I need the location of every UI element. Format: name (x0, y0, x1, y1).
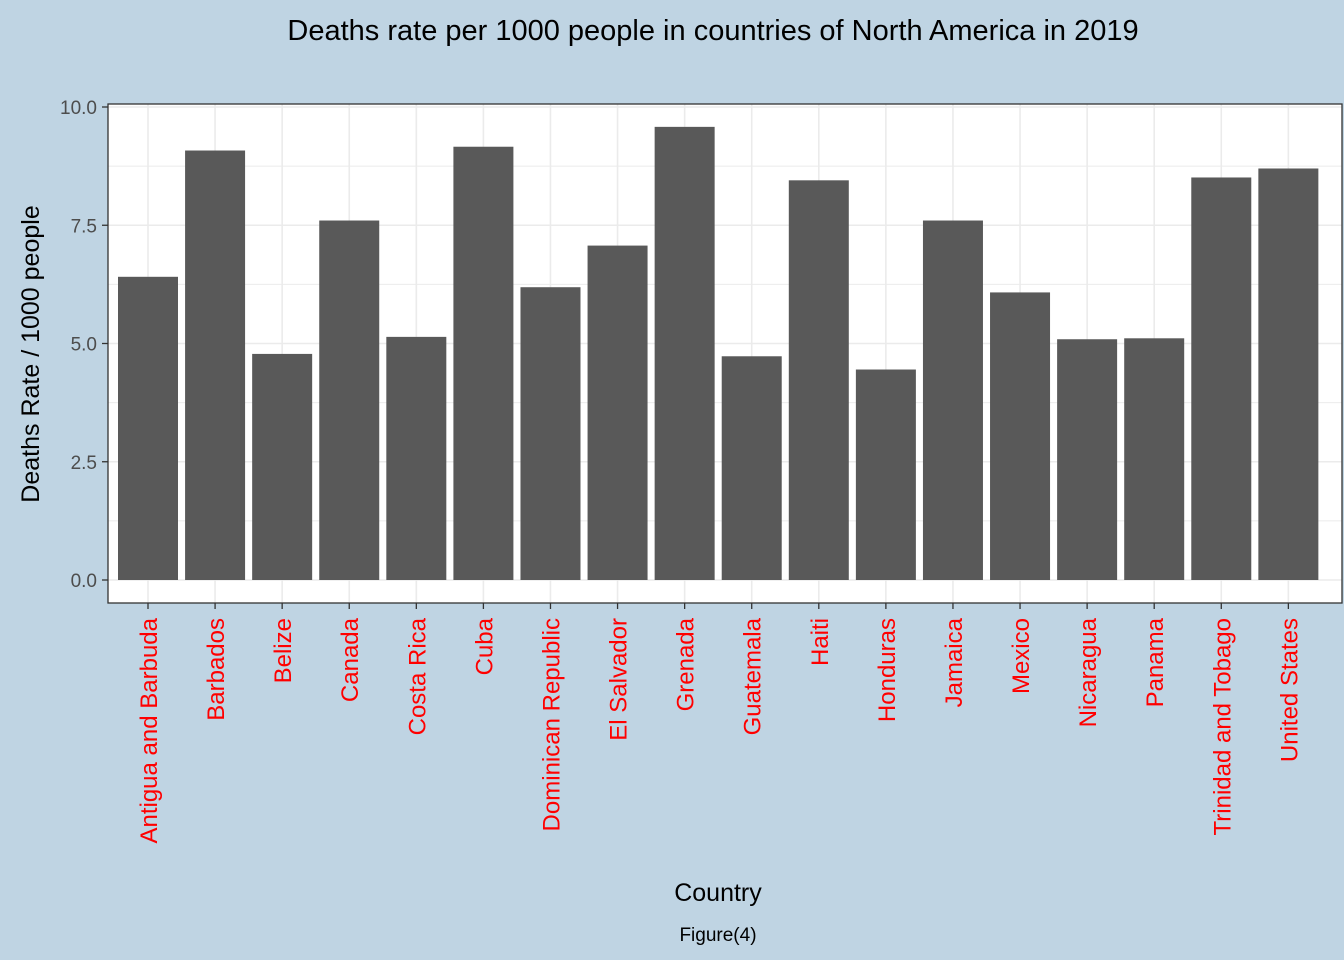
y-axis-label: Deaths Rate / 1000 people (17, 205, 45, 502)
y-tick-label: 5.0 (71, 335, 97, 356)
bar-united-states (1258, 168, 1319, 581)
y-tick-label: 10.0 (60, 98, 97, 119)
x-tick-label: Nicaragua (1075, 617, 1102, 727)
panel-border (107, 103, 1343, 604)
x-tick-label: Panama (1142, 617, 1169, 707)
x-tick-label: Mexico (1008, 618, 1035, 694)
bar-haiti (788, 180, 849, 580)
bar-costa-rica (386, 336, 447, 580)
bar-grenada (654, 126, 715, 580)
x-tick-label: Jamaica (941, 617, 968, 707)
x-tick-label: Guatemala (740, 617, 767, 735)
bar-panama (1124, 338, 1185, 580)
bar-trinidad-and-tobago (1191, 177, 1252, 581)
y-tick-label: 2.5 (71, 453, 97, 474)
y-tick-label: 7.5 (71, 216, 97, 237)
y-tick-label: 0.0 (71, 571, 97, 592)
x-tick-label: Haiti (807, 618, 834, 666)
x-tick-label: Antigua and Barbuda (136, 617, 163, 843)
x-tick-label: El Salvador (606, 618, 633, 741)
plot-panel: 0.0 2.5 5.0 7.5 10.0 Antigua and Barbuda Barba… (60, 98, 1343, 844)
bar-guatemala (721, 356, 782, 580)
bar-honduras (855, 369, 916, 580)
x-tick-label: Grenada (673, 617, 700, 711)
bar-el-salvador (587, 245, 648, 581)
x-tick-label: Dominican Republic (538, 618, 565, 831)
bar-jamaica (922, 220, 983, 580)
bar-nicaragua (1057, 339, 1118, 580)
bar-dominican-republic (520, 287, 581, 580)
bar-belize (252, 353, 313, 580)
bar-antigua-and-barbuda (118, 276, 178, 580)
chart-title: Deaths rate per 1000 people in countries… (287, 15, 1138, 47)
bar-cuba (453, 146, 514, 580)
x-tick-label: Belize (270, 618, 297, 683)
x-tick-label: Costa Rica (404, 617, 431, 735)
figure-caption: Figure(4) (679, 925, 756, 946)
x-tick-label: Trinidad and Tobago (1209, 618, 1236, 836)
x-tick-label: Canada (337, 617, 364, 702)
x-axis-label: Country (674, 879, 762, 907)
x-tick-label: Honduras (874, 618, 901, 722)
x-tick-label: United States (1276, 618, 1303, 762)
x-tick-label: Barbados (203, 618, 230, 721)
bar-canada (319, 220, 380, 580)
bar-mexico (990, 292, 1051, 580)
x-tick-label: Cuba (471, 617, 498, 675)
bar-barbados (185, 150, 246, 581)
